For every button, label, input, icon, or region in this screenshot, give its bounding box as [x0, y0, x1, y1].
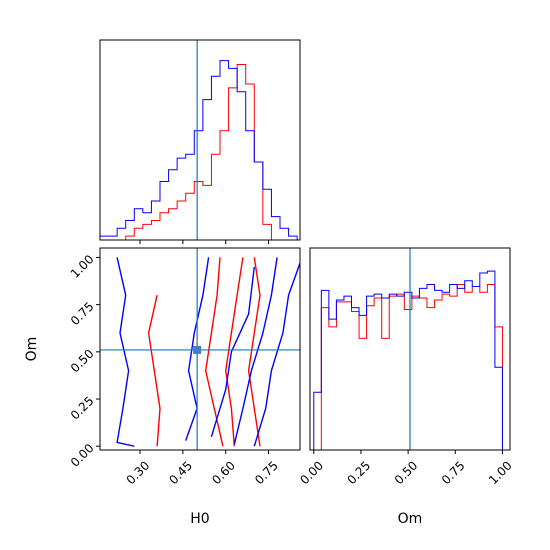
om-histogram-series-blue	[313, 270, 503, 450]
x-axis-label-h0: H0	[190, 511, 209, 527]
contour-red-0	[204, 257, 224, 447]
contour-truth-marker	[193, 345, 202, 354]
om-histogram-frame	[309, 247, 511, 451]
contour-red-2	[247, 257, 261, 447]
contour-red-1	[224, 257, 244, 447]
contour-blue-2	[210, 266, 255, 438]
h0-histogram-panel	[99, 39, 301, 244]
contour-blue-3	[233, 257, 278, 445]
x-axis-label-om: Om	[398, 511, 423, 527]
contour-lines	[116, 257, 300, 447]
contour-blue-4	[253, 262, 300, 447]
h0-histogram-series-blue	[99, 60, 298, 240]
y-axis-label-om: Om	[24, 337, 40, 362]
contour-blue-1	[185, 257, 210, 441]
contour-blue-0	[116, 257, 135, 447]
contour-frame	[99, 247, 301, 451]
contour-red-3	[147, 295, 161, 447]
h0-histogram-frame	[99, 39, 301, 241]
